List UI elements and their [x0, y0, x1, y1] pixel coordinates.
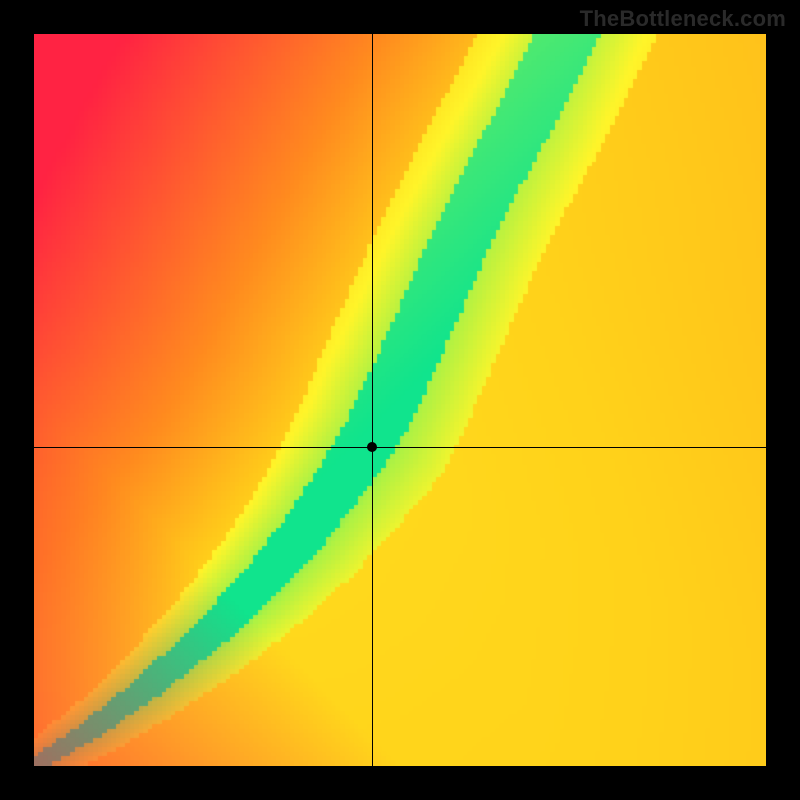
crosshair-vertical — [372, 34, 373, 766]
watermark-label: TheBottleneck.com — [580, 6, 786, 32]
plot-area — [34, 34, 766, 766]
heatmap-canvas — [34, 34, 766, 766]
chart-container: TheBottleneck.com — [0, 0, 800, 800]
crosshair-horizontal — [34, 447, 766, 448]
crosshair-marker — [367, 442, 377, 452]
